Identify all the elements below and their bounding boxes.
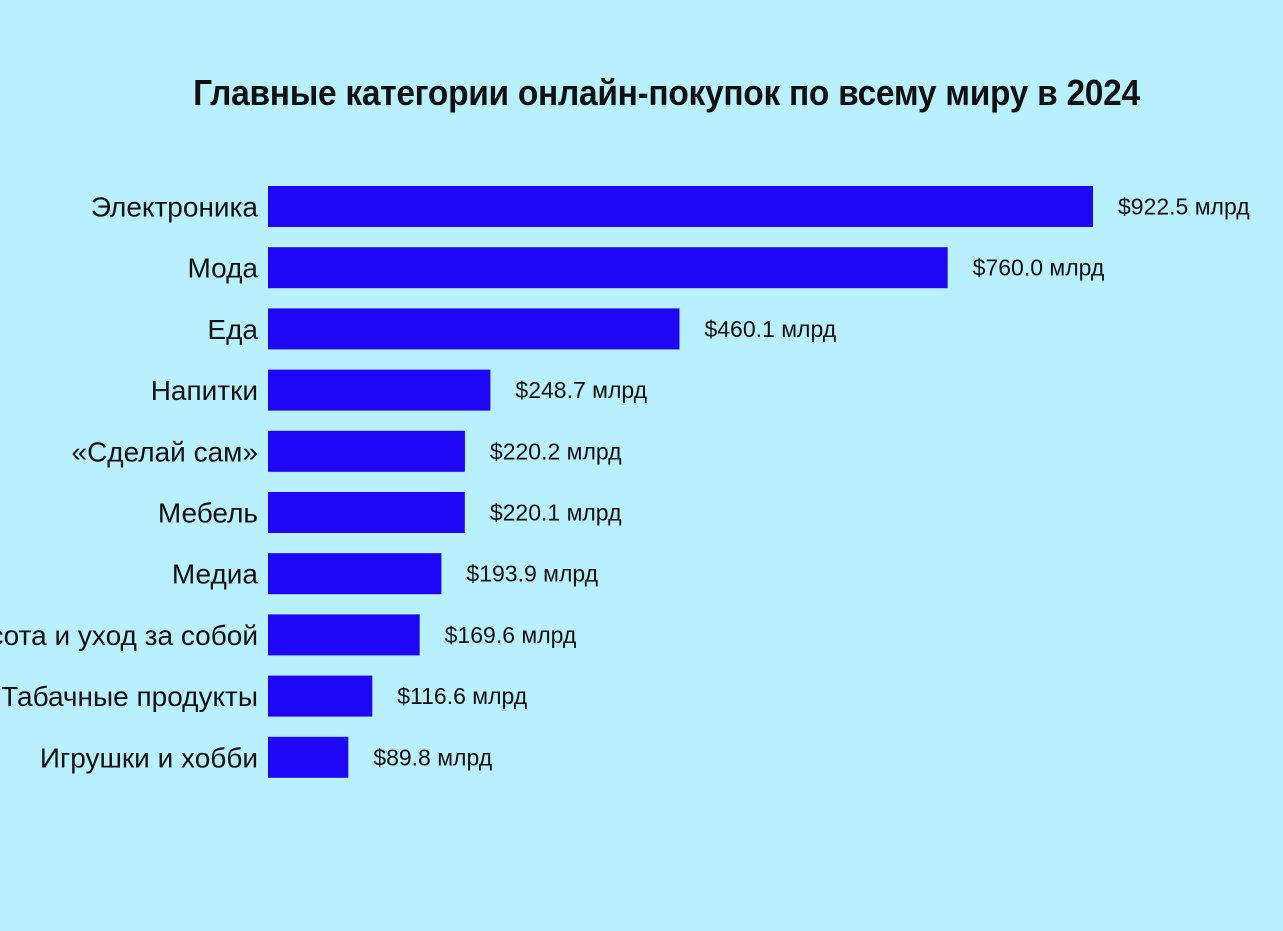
bar-7 [268,614,420,656]
category-label-0: Электроника [91,192,259,223]
value-label-9: $89.8 млрд [373,744,492,770]
category-label-1: Мода [187,253,258,284]
value-label-2: $460.1 млрд [704,316,836,342]
value-label-8: $116.6 млрд [397,683,528,709]
category-label-3: Напитки [151,375,258,406]
bar-0 [268,186,1093,227]
category-label-2: Еда [207,314,258,345]
value-label-5: $220.1 млрд [490,500,622,526]
category-label-6: Медиа [172,559,259,590]
bar-5 [268,492,465,533]
bars-layer [268,186,1093,778]
category-label-9: Игрушки и хобби [40,742,258,773]
value-label-6: $193.9 млрд [466,561,598,587]
value-label-4: $220.2 млрд [490,438,622,464]
value-label-7: $169.6 млрд [445,622,577,648]
category-labels: Электроника Мода Еда Напитки «Сделай сам» Меб… [0,192,258,774]
category-label-4: «Сделай сам» [72,436,259,467]
category-label-5: Мебель [158,498,258,529]
bar-4 [268,430,465,472]
value-label-3: $248.7 млрд [515,377,647,403]
value-labels: $922.5 млрд $760.0 млрд $460.1 млрд $248.7 … [373,194,1250,771]
value-label-0: $922.5 млрд [1118,194,1250,220]
value-label-1: $760.0 млрд [973,255,1105,281]
bar-3 [268,369,491,411]
bar-6 [268,553,442,595]
bar-9 [268,736,349,778]
category-label-8: Табачные продукты [1,681,258,712]
category-label-7: Красота и уход за собой [0,620,258,651]
bar-8 [268,675,373,717]
bar-2 [268,308,680,350]
chart-title: Главные категории онлайн-покупок по всем… [193,72,1140,113]
bar-1 [268,247,948,289]
